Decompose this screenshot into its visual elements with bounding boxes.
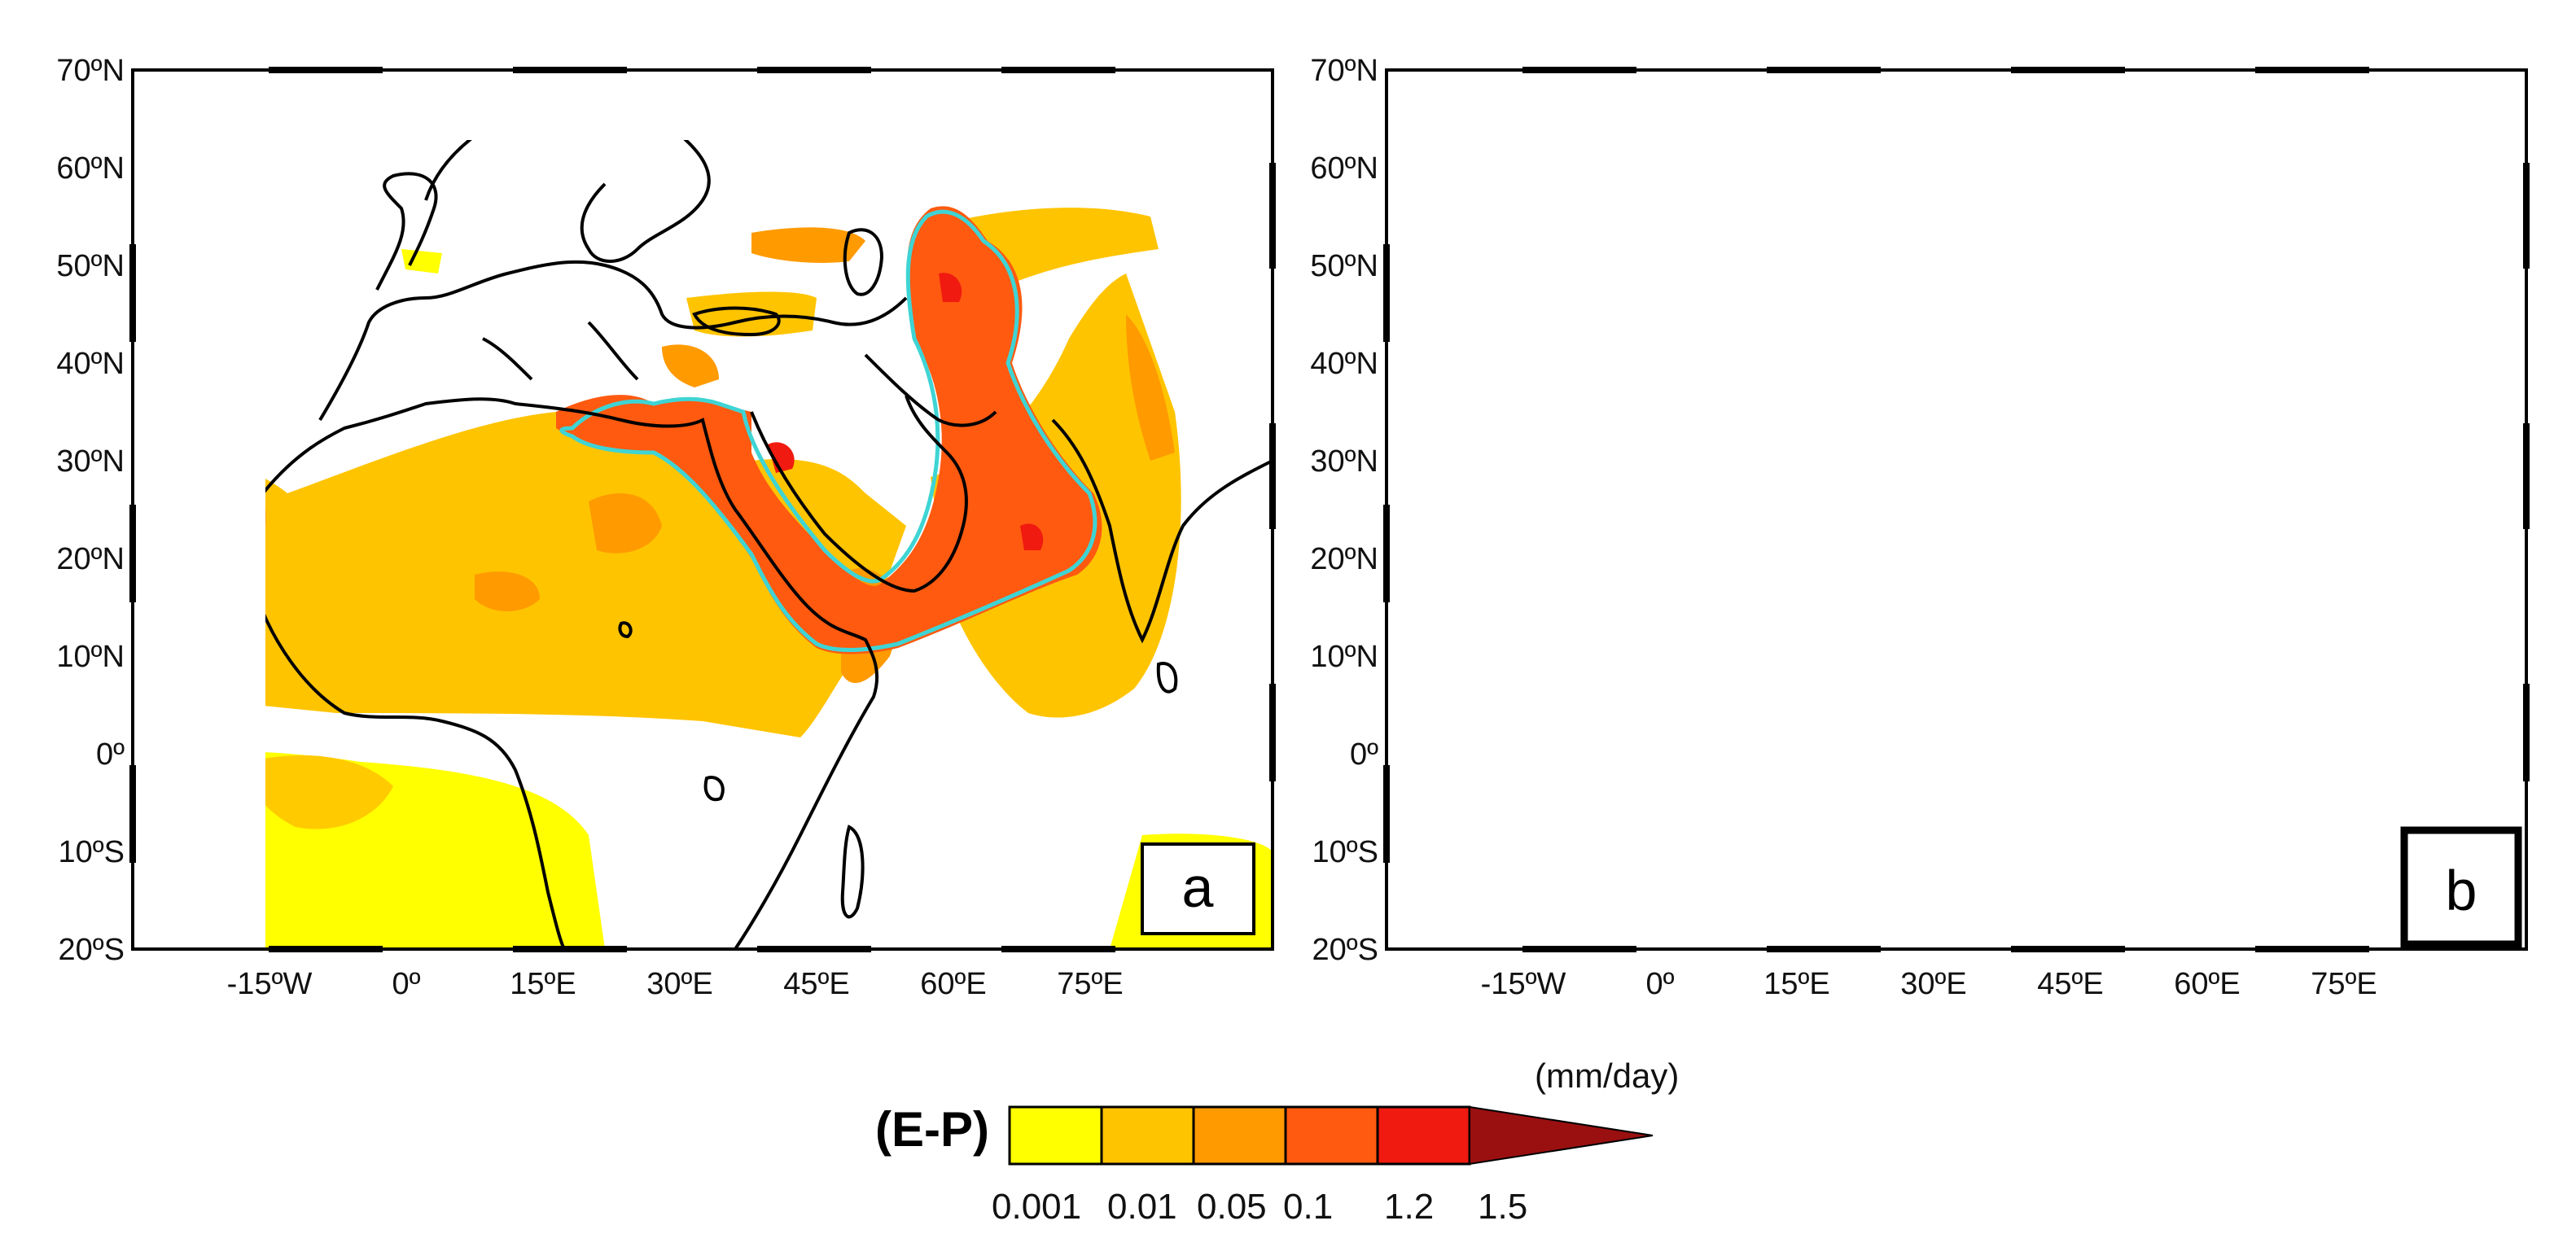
panel-a-lat-tick-label: 70ºN (56, 54, 125, 88)
legend-bin-label: 0.1 (1283, 1187, 1333, 1227)
legend-bin (1100, 1105, 1195, 1166)
panel-a-lon-tick-label: 75ºE (1057, 967, 1124, 1001)
panel-b-lat-tick-label: 50ºN (1310, 249, 1378, 283)
panel-b-letter-box (2400, 826, 2522, 948)
panel-a-lon-tick-label: 30ºE (646, 967, 713, 1001)
panel-a-lon-tick-label: 60ºE (920, 967, 987, 1001)
panel-b: b (1383, 67, 2530, 952)
panel-b-lat-tick-label: 20ºN (1310, 542, 1378, 576)
legend-bin (1192, 1105, 1287, 1166)
panel-a-lat-tick-label: 40ºN (56, 347, 125, 381)
panel-a-lat-tick-label: 60ºN (56, 151, 125, 186)
panel-b-axis-labels: 70ºN 60ºN 50ºN 40ºN 30ºN 20ºN 10ºN 0º 10ºS 20ºS -1… (1310, 54, 2377, 1001)
panel-a-letter: a (1182, 855, 1214, 919)
panel-a-lat-tick-label: 20ºN (56, 542, 125, 576)
panel-a-lat-tick-label: 50ºN (56, 249, 125, 283)
legend-unit: (mm/day) (1535, 1057, 1679, 1095)
panel-b-lat-tick-label: 10ºS (1312, 835, 1379, 869)
panel-a: a (129, 67, 1276, 952)
panel-b-lat-tick-label: 20ºS (1312, 933, 1379, 967)
panel-b-lon-tick-label: 30ºE (1900, 967, 1967, 1001)
panel-b-lon-tick-label: 45ºE (2037, 967, 2104, 1001)
panel-b-background (1387, 70, 2526, 949)
panel-a-lon-tick-label: 15ºE (510, 967, 576, 1001)
panel-a-lon-tick-label: 0º (392, 967, 420, 1001)
panel-b-lon-tick-label: 60ºE (2174, 967, 2241, 1001)
panel-b-lon-tick-label: -15ºW (1481, 967, 1566, 1001)
legend-bin (1376, 1105, 1471, 1166)
legend-overflow-arrow (1469, 1105, 1654, 1166)
panel-a-lat-tick-label: 30ºN (56, 444, 125, 479)
legend-bin-label: 0.05 (1197, 1187, 1267, 1227)
panel-b-lat-tick-label: 10ºN (1310, 640, 1378, 674)
panel-b-lon-tick-label: 75ºE (2311, 967, 2377, 1001)
panel-a-letter-box (1141, 842, 1255, 935)
legend-bin (1008, 1105, 1103, 1166)
panel-b-letter: b (2446, 859, 2477, 922)
panel-a-lon-tick-label: -15ºW (227, 967, 313, 1001)
colorbar-legend: (E-P) 0.001 0.01 0.05 0.1 1.2 1.5 (mm/day) (875, 1057, 1679, 1227)
panel-b-lat-tick-label: 0º (1350, 737, 1378, 772)
legend-bin-label: 0.001 (992, 1187, 1081, 1227)
panel-a-lat-tick-label: 10ºS (59, 835, 125, 869)
legend-bin (1284, 1105, 1379, 1166)
panel-b-lat-tick-label: 70ºN (1310, 54, 1378, 88)
panel-b-lat-tick-label: 40ºN (1310, 347, 1378, 381)
legend-bins (1008, 1105, 1654, 1166)
legend-title: (E-P) (875, 1102, 989, 1157)
panel-a-axis-labels: 70ºN 60ºN 50ºN 40ºN 30ºN 20ºN 10ºN 0º 10ºS 20ºS -1… (56, 54, 1123, 1001)
panel-a-lat-tick-label: 10ºN (56, 640, 125, 674)
legend-labels: 0.001 0.01 0.05 0.1 1.2 1.5 (992, 1187, 1527, 1227)
panel-b-lon-tick-label: 0º (1645, 967, 1674, 1001)
panel-a-lat-tick-label: 20ºS (59, 933, 125, 967)
legend-bin-label: 0.01 (1107, 1187, 1177, 1227)
legend-bin-label: 1.5 (1478, 1187, 1527, 1227)
panel-b-lon-tick-label: 15ºE (1763, 967, 1830, 1001)
panel-a-lat-tick-label: 0º (96, 737, 125, 772)
panel-b-lat-tick-label: 60ºN (1310, 151, 1378, 186)
panel-a-lon-tick-label: 45ºE (783, 967, 850, 1001)
panel-b-lat-tick-label: 30ºN (1310, 444, 1378, 479)
legend-bin-label: 1.2 (1384, 1187, 1434, 1227)
